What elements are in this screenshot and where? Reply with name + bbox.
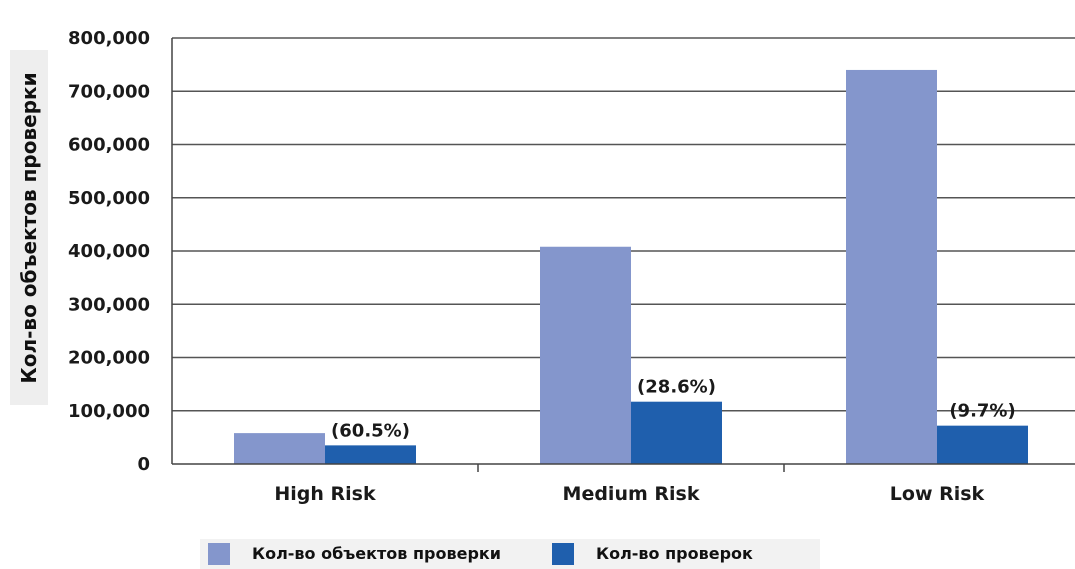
legend-label-objects: Кол-во объектов проверки (252, 544, 501, 563)
x-tick-label: High Risk (274, 483, 376, 505)
y-tick-label: 800,000 (68, 28, 150, 49)
y-tick-label: 100,000 (68, 401, 150, 422)
legend-swatch-objects (208, 543, 230, 565)
bar (937, 425, 1028, 464)
y-tick-label: 500,000 (68, 188, 150, 209)
bar (631, 401, 722, 464)
y-axis-label: Кол-во объектов проверки (17, 72, 41, 383)
x-tick-label: Low Risk (890, 483, 985, 505)
bar (325, 445, 416, 464)
bars (234, 69, 1028, 464)
legend-label-inspections: Кол-во проверок (596, 544, 753, 563)
data-label: (28.6%) (637, 377, 716, 398)
data-label: (9.7%) (949, 401, 1015, 422)
legend-swatch-inspections (552, 543, 574, 565)
y-tick-label: 400,000 (68, 241, 150, 262)
y-tick-label: 700,000 (68, 81, 150, 102)
bar (234, 433, 325, 464)
data-label: (60.5%) (331, 420, 410, 441)
y-tick-label: 600,000 (68, 135, 150, 156)
x-tick-label: Medium Risk (563, 483, 700, 505)
legend: Кол-во объектов проверки Кол-во проверок (200, 539, 820, 569)
x-axis: High Risk Medium Risk Low Risk (171, 38, 1075, 505)
y-axis-ticks: 0 100,000 200,000 300,000 400,000 500,000 600,… (68, 28, 150, 475)
legend-background (200, 539, 820, 569)
y-axis-label-background (10, 50, 48, 405)
bar (846, 69, 937, 464)
y-tick-label: 0 (137, 454, 150, 475)
y-axis-label-group: Кол-во объектов проверки (10, 50, 48, 405)
y-tick-label: 300,000 (68, 294, 150, 315)
bar (540, 246, 631, 464)
data-labels: (60.5%) (28.6%) (9.7%) (331, 377, 1016, 442)
y-tick-label: 200,000 (68, 348, 150, 369)
